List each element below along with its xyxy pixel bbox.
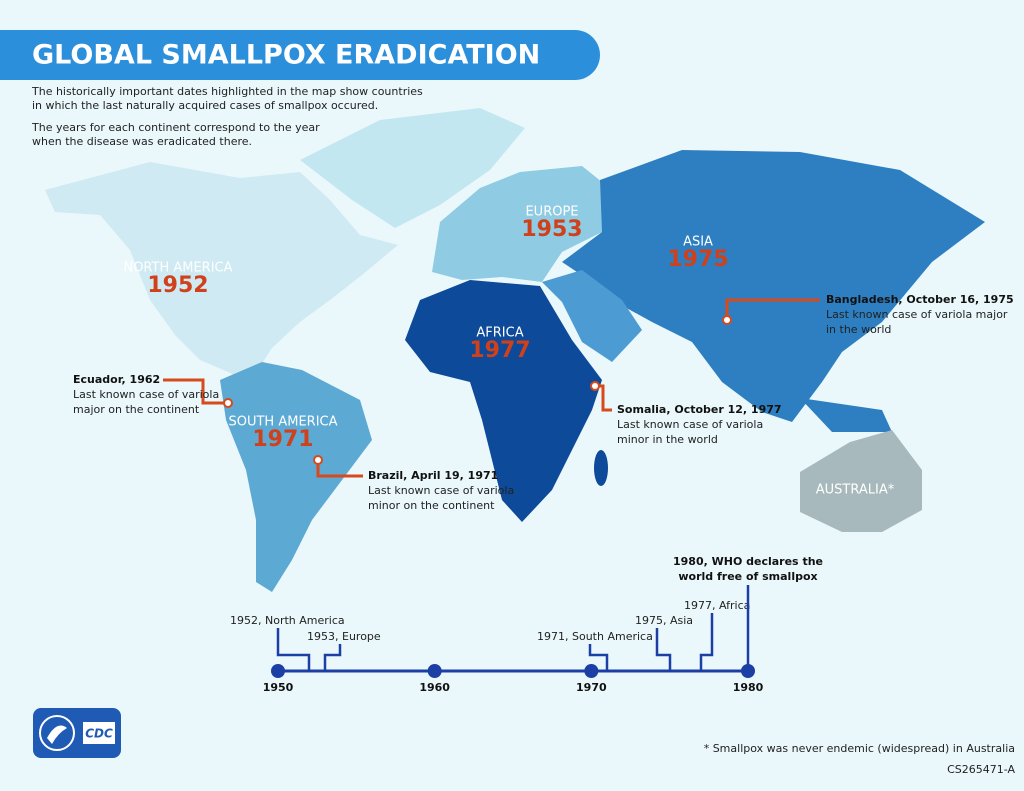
australia xyxy=(800,430,922,532)
timeline-event: 1980, WHO declares the xyxy=(673,555,823,568)
timeline-event: 1975, Asia xyxy=(635,614,693,627)
africa xyxy=(405,280,602,522)
timeline-tick-label: 1950 xyxy=(263,681,294,694)
logo: CDC xyxy=(33,708,121,758)
continent-name: NORTH AMERICA xyxy=(123,261,232,276)
callout-text: in the world xyxy=(826,323,891,336)
callout-dot xyxy=(313,455,323,465)
intro-text: The historically important dates highlig… xyxy=(31,85,423,98)
callout-text: Last known case of variola major xyxy=(826,308,1008,321)
continent-year: 1977 xyxy=(469,338,530,363)
intro-text: when the disease was eradicated there. xyxy=(32,135,252,148)
callout-text: minor on the continent xyxy=(368,499,495,512)
timeline-event: world free of smallpox xyxy=(678,570,817,583)
callout-title: Somalia, October 12, 1977 xyxy=(617,403,782,416)
continent-year: 1971 xyxy=(252,427,313,452)
indonesia xyxy=(800,398,892,432)
continent-year: 1975 xyxy=(667,247,728,272)
callout-text: minor in the world xyxy=(617,433,718,446)
madagascar xyxy=(594,450,608,486)
hhs-seal xyxy=(39,715,75,751)
timeline-connector xyxy=(588,644,609,671)
timeline-event: 1977, Africa xyxy=(684,599,750,612)
callout-text: Last known case of variola xyxy=(73,388,219,401)
callout-line xyxy=(163,378,228,405)
south-america xyxy=(220,362,372,592)
timeline-connector xyxy=(323,644,342,671)
continent-name: EUROPE xyxy=(525,205,578,220)
callout-text: major on the continent xyxy=(73,403,200,416)
code: CS265471-A xyxy=(947,763,1015,776)
cdc-box xyxy=(83,722,115,744)
timeline-connector xyxy=(276,628,311,671)
continent-name: ASIA xyxy=(683,235,713,250)
callout-dot xyxy=(722,315,732,325)
intro-text: in which the last naturally acquired cas… xyxy=(32,99,378,112)
callout-text: Last known case of variola xyxy=(368,484,514,497)
callout-dot xyxy=(590,381,600,391)
continent-year: 1953 xyxy=(521,217,582,242)
callout-dot xyxy=(223,398,233,408)
intro-text: The years for each continent correspond … xyxy=(31,121,320,134)
callout-title: Brazil, April 19, 1971 xyxy=(368,469,498,482)
callout-text: Last known case of variola xyxy=(617,418,763,431)
continent-name: AUSTRALIA* xyxy=(816,483,895,498)
hhs-eagle xyxy=(47,725,67,744)
europe xyxy=(432,166,612,282)
callout-title: Bangladesh, October 16, 1975 xyxy=(826,293,1014,306)
timeline-event: 1971, South America xyxy=(537,630,653,643)
footnote: * Smallpox was never endemic (widespread… xyxy=(704,742,1015,755)
timeline-event: 1952, North America xyxy=(230,614,345,627)
north-america xyxy=(45,162,398,382)
map xyxy=(45,108,985,592)
timeline-event: 1953, Europe xyxy=(307,630,381,643)
timeline-tick xyxy=(271,664,285,678)
logo-box xyxy=(33,708,121,758)
callout-line xyxy=(725,298,820,320)
timeline-tick-label: 1970 xyxy=(576,681,607,694)
asia xyxy=(562,150,985,422)
timeline-connector xyxy=(655,628,672,671)
continent-name: AFRICA xyxy=(476,326,523,341)
continent-year: 1952 xyxy=(147,273,208,298)
callout-line xyxy=(316,460,363,478)
timeline-tick-label: 1960 xyxy=(419,681,450,694)
cdc-logo: CDC xyxy=(85,727,113,741)
timeline-tick xyxy=(427,664,442,678)
title-banner xyxy=(0,30,600,80)
timeline-tick-label: 1980 xyxy=(733,681,764,694)
title: GLOBAL SMALLPOX ERADICATION xyxy=(32,40,540,71)
callout-title: Ecuador, 1962 xyxy=(73,373,160,386)
middle-east xyxy=(542,270,642,362)
greenland xyxy=(300,108,525,228)
timeline-tick xyxy=(584,664,599,678)
continent-name: SOUTH AMERICA xyxy=(228,415,337,430)
timeline-connector xyxy=(699,613,714,671)
